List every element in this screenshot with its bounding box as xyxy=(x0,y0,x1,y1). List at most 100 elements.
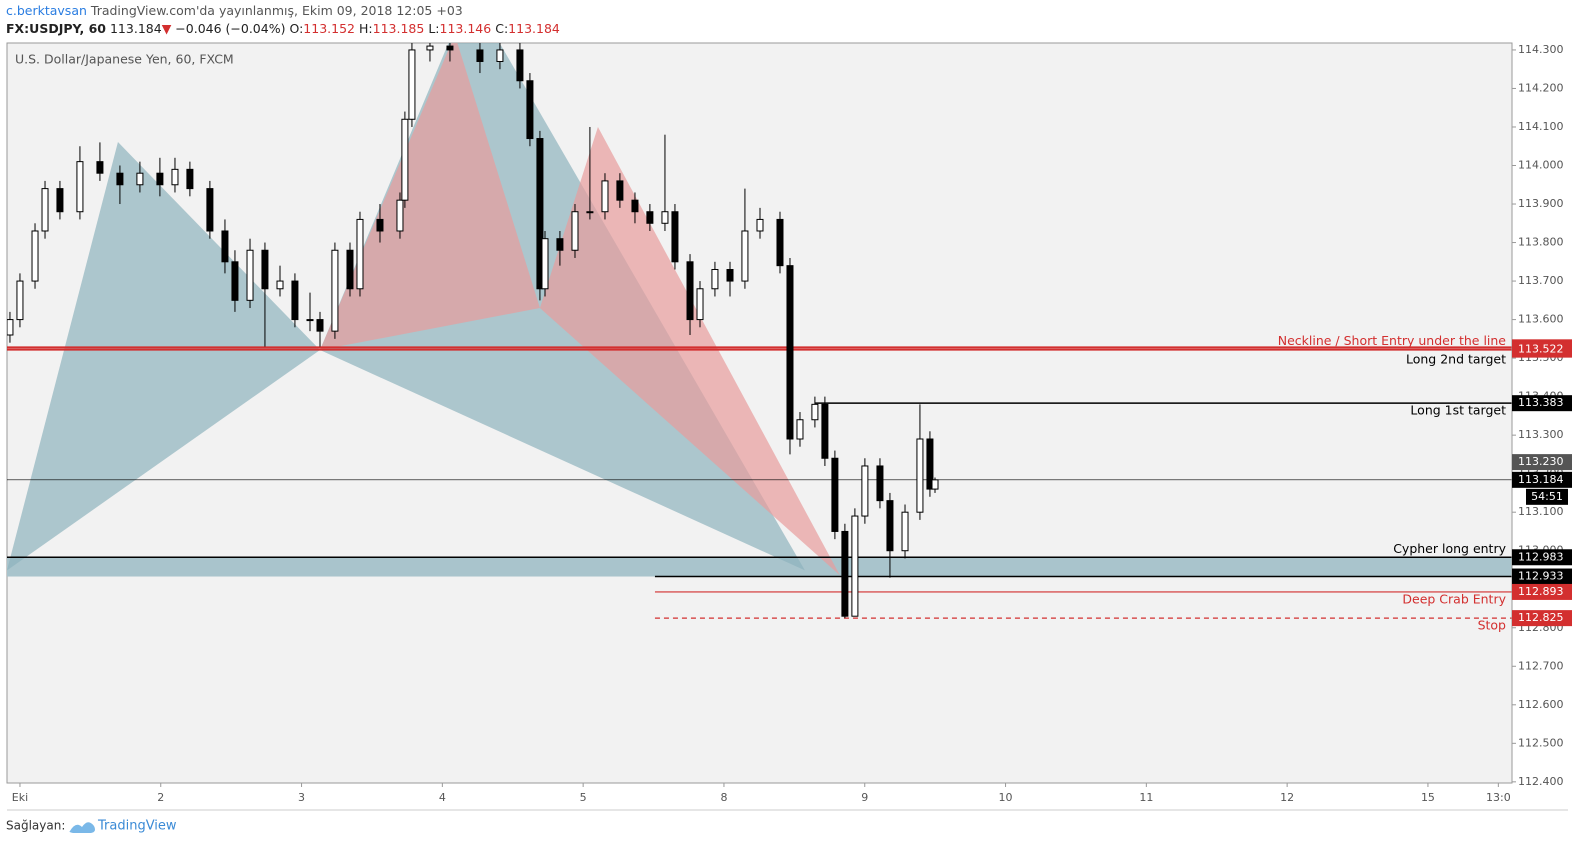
y-tick-label: 113.100 xyxy=(1518,505,1564,518)
candle-body xyxy=(696,288,704,321)
candle-body xyxy=(821,403,829,459)
ohlc-value: 113.152 xyxy=(303,21,355,36)
candle-body xyxy=(7,319,14,336)
candle-body xyxy=(631,199,639,213)
price-badge-label: 112.983 xyxy=(1518,550,1564,563)
candle-body xyxy=(306,319,314,322)
candle-body xyxy=(711,269,719,290)
y-tick-label: 113.700 xyxy=(1518,274,1564,287)
candle-body xyxy=(686,261,694,321)
x-tick-label: 3 xyxy=(298,791,305,804)
price-badge-label: 113.230 xyxy=(1518,455,1564,468)
candle-body xyxy=(516,49,524,82)
price-badge-label: 112.933 xyxy=(1518,570,1564,583)
y-tick-label: 113.600 xyxy=(1518,313,1564,326)
candle-body xyxy=(16,280,24,321)
y-tick-label: 114.000 xyxy=(1518,158,1564,171)
plot-area xyxy=(6,42,1513,784)
x-tick-label: 8 xyxy=(720,791,727,804)
candle-body xyxy=(396,199,404,232)
y-tick-label: 113.300 xyxy=(1518,428,1564,441)
candle-body xyxy=(756,218,764,232)
candle-body xyxy=(786,265,794,440)
y-tick-label: 112.700 xyxy=(1518,659,1564,672)
price-badge-label: 112.893 xyxy=(1518,585,1564,598)
x-tick-label: 12 xyxy=(1280,791,1294,804)
brand-logo[interactable] xyxy=(69,822,95,833)
candle-body xyxy=(876,465,884,502)
candle-body xyxy=(851,515,859,617)
candle-body xyxy=(206,188,214,232)
annotation: Long 2nd target xyxy=(1406,352,1506,367)
level-label: Long 1st target xyxy=(1410,403,1506,418)
candle-body xyxy=(116,172,124,186)
candle-body xyxy=(316,319,324,332)
level-label: Deep Crab Entry xyxy=(1402,591,1506,606)
published: TradingView.com'da yayınlanmış, Ekim 09,… xyxy=(90,3,463,18)
candle-body xyxy=(586,211,594,214)
candle-body xyxy=(31,230,39,282)
publisher[interactable]: c.berktavsan xyxy=(6,3,87,18)
ohlc-key: C: xyxy=(495,21,509,36)
candle-body xyxy=(376,218,384,232)
brand[interactable]: TradingView xyxy=(97,819,177,834)
level-label: Neckline / Short Entry under the line xyxy=(1278,333,1507,348)
candle-body xyxy=(346,249,354,290)
symbol: FX:USDJPY, 60 xyxy=(6,21,106,36)
candle-body xyxy=(831,457,839,532)
candle-body xyxy=(726,269,734,282)
candle-body xyxy=(96,161,104,174)
candle-body xyxy=(171,168,179,186)
countdown-badge xyxy=(1526,488,1568,505)
candle-body xyxy=(536,138,544,290)
candle-body xyxy=(496,49,504,62)
candle-body xyxy=(526,80,534,140)
level-label: Stop xyxy=(1478,618,1506,633)
ohlc-value: 113.184 xyxy=(508,21,560,36)
plot xyxy=(7,43,1512,619)
ohlc-value: 113.146 xyxy=(439,21,492,36)
ohlc-key: H: xyxy=(359,21,373,36)
candle-body xyxy=(136,172,144,186)
candle-body xyxy=(426,45,434,51)
candle-body xyxy=(926,438,934,490)
x-tick-label: Eki xyxy=(12,791,28,804)
y-tick-label: 113.800 xyxy=(1518,236,1564,249)
symbol-line: FX:USDJPY, 60 113.184▼ −0.046 (−0.04%) O… xyxy=(6,21,564,36)
x-tick-label: 9 xyxy=(861,791,868,804)
candle-body xyxy=(261,249,269,290)
price-badge xyxy=(1512,583,1572,600)
change: −0.046 (−0.04%) xyxy=(175,21,286,36)
y-tick-label: 114.100 xyxy=(1518,120,1564,133)
x-tick-label: 15 xyxy=(1421,791,1435,804)
harmonic-pattern xyxy=(539,126,840,576)
y-tick-label: 112.400 xyxy=(1518,775,1564,788)
candle-body xyxy=(291,280,299,321)
y-tick-label: 114.200 xyxy=(1518,81,1564,94)
candle-body xyxy=(556,238,564,251)
provider: Sağlayan: xyxy=(6,819,65,833)
publish-line: c.berktavsan TradingView.com'da yayınlan… xyxy=(6,3,463,18)
candle-body xyxy=(186,168,194,190)
candle-body xyxy=(541,238,549,290)
ohlc-key: L: xyxy=(428,21,440,36)
candle-body xyxy=(476,49,484,62)
candle-body xyxy=(646,211,654,224)
candle-body xyxy=(931,479,939,490)
arrow: ▼ xyxy=(161,21,172,36)
price-badge xyxy=(1512,471,1572,488)
harmonic-pattern xyxy=(319,43,540,351)
x-tick-label: 10 xyxy=(999,791,1013,804)
price-badge xyxy=(1512,454,1572,471)
harmonic-pattern xyxy=(7,142,320,571)
candle-body xyxy=(56,188,64,213)
x-tick-label: 4 xyxy=(439,791,446,804)
candle-body xyxy=(571,211,579,251)
level-label: Cypher long entry xyxy=(1393,541,1506,556)
candle-body xyxy=(156,172,164,186)
y-tick-label: 114.300 xyxy=(1518,43,1564,56)
candle-body xyxy=(776,218,784,267)
candle-body xyxy=(671,211,679,263)
price-badge-label: 112.825 xyxy=(1518,611,1564,624)
